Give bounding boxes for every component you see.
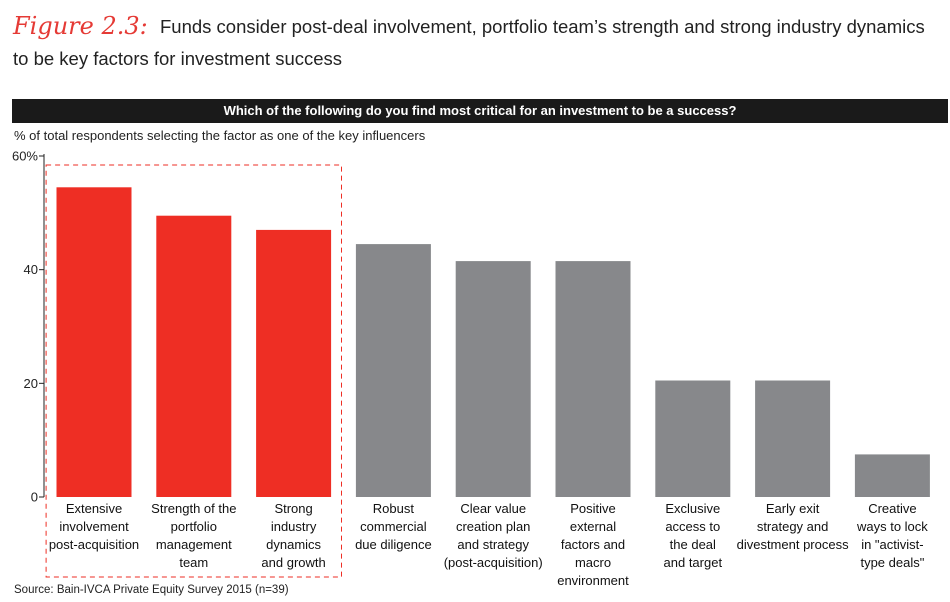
x-category-label-2: Strength of the portfolio management team <box>151 501 236 570</box>
x-category-label-3: Strong industry dynamics and growth <box>261 501 325 570</box>
source-note: Source: Bain-IVCA Private Equity Survey … <box>14 584 289 596</box>
bar-1 <box>56 187 132 498</box>
x-category-label-1: Extensive involvement post-acquisition <box>49 501 139 552</box>
highlight-frame <box>45 164 342 578</box>
bar-5 <box>455 261 531 497</box>
bar-4 <box>355 244 431 497</box>
x-category-label-6: Positive external factors and macro environm… <box>557 501 629 588</box>
x-category-label-7: Exclusive access to the deal and target <box>664 501 723 570</box>
x-labels-group: Extensive involvement post-acquisitionStre… <box>49 501 928 588</box>
x-category-label-9: Creative ways to lock in "activist-type de… <box>856 501 928 570</box>
y-ticks-group: 0 20 40 60% <box>12 149 44 505</box>
y-tick-label-20: 20 <box>24 376 38 391</box>
bar-2 <box>156 215 232 497</box>
x-category-label-8: Early exit strategy and divestment process <box>737 501 849 552</box>
question-banner: Which of the following do you find most … <box>12 99 948 123</box>
y-tick-label-0: 0 <box>31 490 38 505</box>
figure-title-line-2: to be key factors for investment success <box>13 48 343 69</box>
figure-title-line-1: Funds consider post-deal involvement, po… <box>160 16 925 37</box>
bar-9 <box>854 454 930 497</box>
figure-label: Figure 2.3: <box>13 12 148 40</box>
y-axis-description: % of total respondents selecting the fac… <box>14 128 426 143</box>
bars-group <box>56 187 930 498</box>
y-tick-label-60: 60% <box>12 149 38 164</box>
x-category-label-5: Clear value creation plan and strategy (pos… <box>444 501 543 570</box>
bar-6 <box>555 261 631 497</box>
y-tick-label-40: 40 <box>24 262 38 277</box>
x-category-label-4: Robust commercial due diligence <box>355 501 432 552</box>
bar-7 <box>655 380 731 497</box>
bar-3 <box>256 229 332 497</box>
bar-8 <box>755 380 831 497</box>
